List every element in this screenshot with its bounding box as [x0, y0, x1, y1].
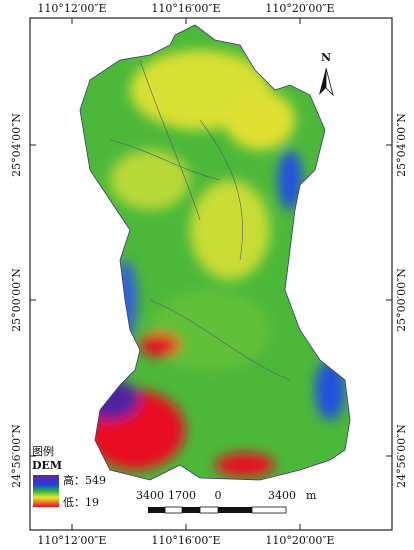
scale-unit: m: [306, 489, 317, 502]
lat-label: 24°56′00″N: [395, 424, 408, 488]
lat-label: 25°04′00″N: [395, 113, 408, 177]
scale-label: 1700: [168, 489, 196, 502]
boundary: [79, 24, 351, 481]
legend-layer: DEM: [32, 459, 62, 472]
legend-high: 高：549: [63, 473, 106, 487]
scale-label: 3400: [136, 489, 164, 502]
lon-label: 110°12′00″E: [37, 534, 106, 547]
lon-label: 110°20′00″E: [265, 534, 334, 547]
legend-low: 低：19: [63, 496, 99, 509]
north-label: N: [321, 51, 331, 64]
lon-label: 110°16′00″E: [151, 2, 220, 15]
scale-label: 0: [215, 489, 222, 502]
lon-label: 110°20′00″E: [265, 2, 334, 15]
legend-title: 图例: [32, 444, 54, 458]
lat-label: 25°00′00″N: [10, 268, 23, 332]
dem-raster: [80, 25, 350, 480]
lon-label: 110°16′00″E: [151, 534, 220, 547]
scale-bar: 3400 1700 0 3400 m: [136, 489, 317, 514]
lat-label: 25°00′00″N: [395, 268, 408, 332]
lat-label: 25°04′00″N: [10, 113, 23, 177]
graticule-ticks: [30, 18, 392, 530]
legend-ramp: [33, 475, 59, 507]
north-arrow: N: [319, 51, 334, 97]
legend: 图例 DEM 高：549 低：19: [32, 444, 106, 509]
lon-label: 110°12′00″E: [37, 2, 106, 15]
scale-label: 3400: [268, 489, 296, 502]
lat-label: 24°56′00″N: [10, 424, 23, 488]
